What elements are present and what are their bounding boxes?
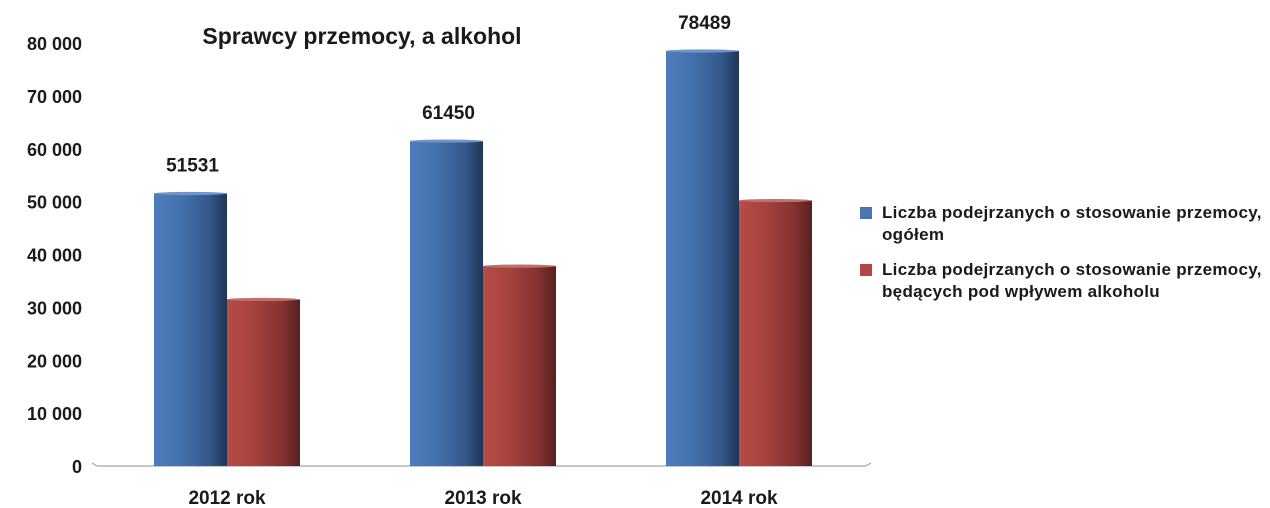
y-tick-label: 20 000 [27,351,82,371]
legend-item-total: Liczba podejrzanych o stosowanie przemoc… [860,202,1265,246]
bar-series-2 [227,299,300,466]
x-tick-label: 2012 rok [188,488,266,508]
bar-top-series-2 [483,264,556,268]
bar-series-1 [410,141,483,466]
bar-series-1 [666,50,739,467]
y-tick-label: 10 000 [27,404,82,424]
bar-top-series-2 [227,297,300,302]
legend-item-alcohol: Liczba podejrzanych o stosowanie przemoc… [860,259,1265,303]
bar-top-series-1 [666,49,739,53]
bar-top-series-1 [410,139,483,143]
legend: Liczba podejrzanych o stosowanie przemoc… [860,202,1265,316]
chart-title: Sprawcy przemocy, a alkohol [202,23,521,49]
legend-swatch-total [860,207,872,219]
y-tick-label: 80 000 [27,34,82,54]
y-tick-label: 30 000 [27,298,82,318]
data-label: 78489 [678,13,731,34]
legend-swatch-alcohol [860,264,872,276]
data-label: 51531 [166,156,219,177]
y-tick-label: 70 000 [27,87,82,107]
bar-series-1 [154,193,227,466]
x-axis-end-left [91,462,98,467]
legend-label-alcohol: Liczba podejrzanych o stosowanie przemoc… [882,260,1262,301]
legend-label-total: Liczba podejrzanych o stosowanie przemoc… [882,203,1262,244]
y-tick-label: 60 000 [27,140,82,160]
y-tick-label: 40 000 [27,246,82,266]
bar-series-2 [739,200,812,466]
x-axis-end-right [865,462,872,467]
bar-top-series-1 [154,191,227,196]
x-tick-label: 2013 rok [444,488,522,508]
bar-top-series-2 [739,198,812,203]
x-tick-label: 2014 rok [700,488,778,508]
data-label: 61450 [422,103,475,124]
y-tick-label: 0 [72,457,82,477]
y-tick-label: 50 000 [27,193,82,213]
bar-series-2 [483,266,556,466]
